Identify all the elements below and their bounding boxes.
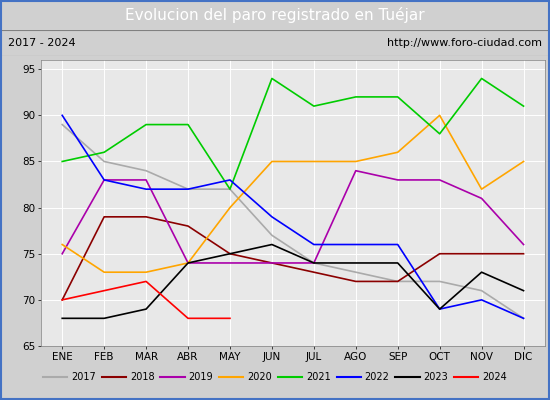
Legend: 2017, 2018, 2019, 2020, 2021, 2022, 2023, 2024: 2017, 2018, 2019, 2020, 2021, 2022, 2023… bbox=[39, 368, 511, 386]
Text: 2017 - 2024: 2017 - 2024 bbox=[8, 38, 76, 48]
Text: http://www.foro-ciudad.com: http://www.foro-ciudad.com bbox=[387, 38, 542, 48]
Text: Evolucion del paro registrado en Tuéjar: Evolucion del paro registrado en Tuéjar bbox=[125, 7, 425, 23]
